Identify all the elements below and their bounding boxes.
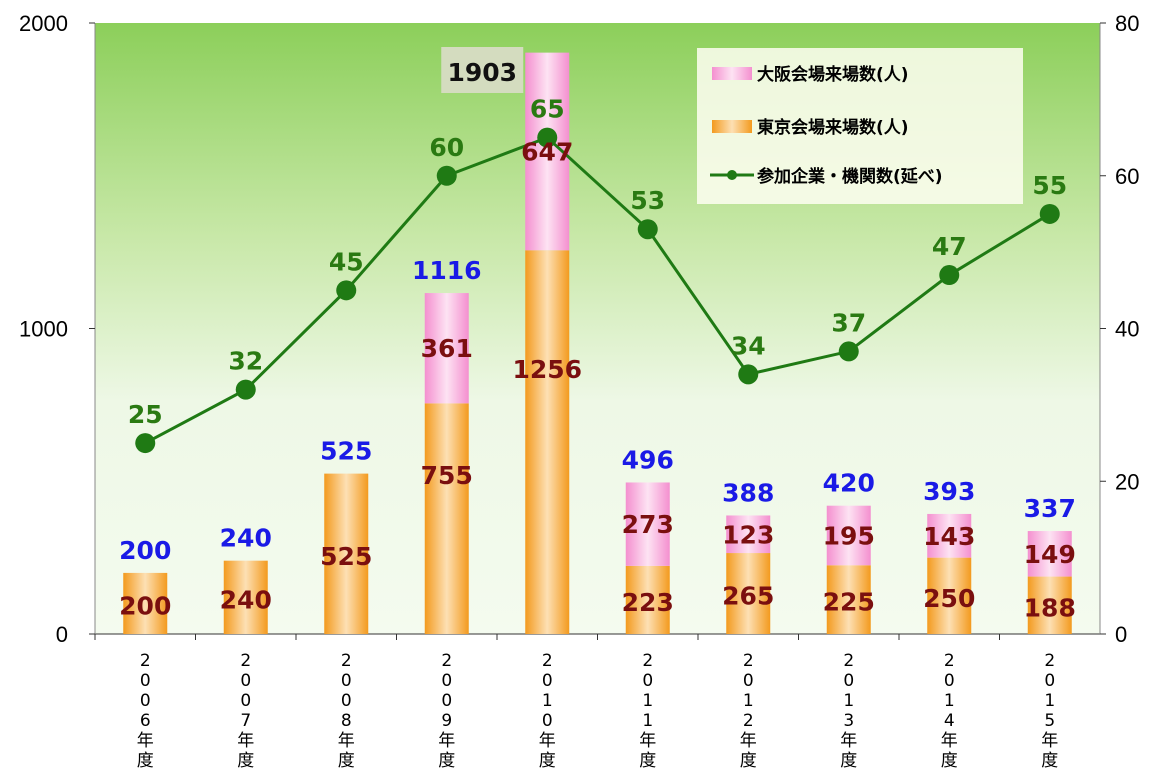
line-marker: [939, 265, 960, 286]
data-label-tokyo: 755: [421, 461, 473, 490]
highlight-total-label: 1903: [447, 58, 517, 87]
line-marker: [235, 379, 256, 400]
bar-tokyo: [324, 473, 369, 634]
line-marker: [637, 219, 658, 240]
data-label-companies: 34: [731, 331, 766, 360]
data-label-companies: 60: [429, 133, 464, 162]
legend-swatch-tokyo: [712, 120, 752, 133]
data-label-tokyo: 250: [923, 584, 975, 613]
x-tick-label: 2 0 1 0 年度: [539, 651, 556, 771]
data-label-companies: 32: [228, 347, 263, 376]
x-tick-label: 2 0 1 4 年度: [941, 651, 958, 771]
y2-tick-label: 40: [1115, 317, 1139, 342]
data-label-tokyo: 1256: [512, 355, 582, 384]
x-tick-label: 2 0 1 2 年度: [740, 651, 757, 771]
data-label-tokyo: 265: [722, 582, 774, 611]
bar-tokyo: [223, 560, 268, 634]
y-tick-label: 0: [56, 622, 68, 647]
data-label-companies: 47: [932, 232, 967, 261]
line-marker: [838, 341, 859, 362]
bar-tokyo: [1027, 576, 1072, 634]
bar-osaka: [424, 293, 469, 404]
series-line-companies: [144, 135, 1051, 445]
data-label-total: 525: [320, 437, 372, 466]
bar-osaka: [1027, 531, 1072, 577]
line-marker: [537, 127, 558, 148]
bar-tokyo: [625, 565, 670, 634]
data-label-total: 200: [119, 536, 171, 565]
data-label-osaka: 647: [521, 137, 573, 166]
data-label-total: 337: [1024, 494, 1076, 523]
data-label-companies: 53: [630, 186, 665, 215]
data-label-tokyo: 223: [622, 588, 674, 617]
data-label-companies: 65: [530, 95, 565, 124]
data-label-osaka: 123: [722, 520, 774, 549]
data-label-tokyo: 525: [320, 542, 372, 571]
x-tick-label: 2 0 1 5 年度: [1041, 651, 1058, 771]
data-label-tokyo: 200: [119, 591, 171, 620]
data-label-tokyo: 225: [823, 588, 875, 617]
data-label-total: 388: [722, 478, 774, 507]
line-marker: [336, 280, 357, 301]
bar-osaka: [826, 505, 871, 566]
bar-tokyo: [726, 553, 771, 634]
y2-tick-label: 0: [1115, 622, 1127, 647]
data-label-osaka: 361: [421, 334, 473, 363]
line-marker: [738, 364, 759, 385]
legend-label-tokyo: 東京会場来場数(人): [757, 117, 909, 138]
bar-tokyo: [424, 403, 469, 634]
x-tick-label: 2 0 0 7 年度: [237, 651, 254, 771]
bar-tokyo: [525, 250, 570, 635]
highlight-total-box: [441, 47, 524, 93]
data-label-osaka: 149: [1024, 540, 1076, 569]
x-tick-label: 2 0 0 8 年度: [338, 651, 355, 771]
y2-tick-label: 60: [1115, 164, 1139, 189]
data-label-companies: 37: [831, 308, 866, 337]
data-label-osaka: 195: [823, 521, 875, 550]
legend: 大阪会場来場数(人) 東京会場来場数(人) 参加企業・機関数(延べ): [697, 48, 1023, 204]
bar-osaka: [625, 482, 670, 566]
data-label-companies: 55: [1032, 171, 1067, 200]
legend-label-companies: 参加企業・機関数(延べ): [757, 166, 943, 187]
line-marker: [1039, 203, 1060, 224]
x-tick-label: 2 0 0 9 年度: [438, 651, 455, 771]
data-label-osaka: 273: [622, 510, 674, 539]
y2-tick-label: 20: [1115, 469, 1139, 494]
data-label-total: 420: [823, 469, 875, 498]
data-label-tokyo: 188: [1024, 593, 1076, 622]
x-tick-label: 2 0 1 1 年度: [639, 651, 656, 771]
data-label-total: 496: [622, 445, 674, 474]
x-tick-label: 2 0 0 6 年度: [137, 651, 154, 771]
line-marker: [135, 433, 156, 454]
line-marker: [436, 165, 457, 186]
bar-osaka: [927, 513, 972, 558]
data-label-total: 240: [220, 524, 272, 553]
legend-swatch-osaka: [712, 67, 752, 80]
data-label-total: 1116: [412, 256, 482, 285]
bar-tokyo: [826, 565, 871, 634]
bar-tokyo: [123, 572, 168, 634]
data-label-total: 393: [923, 477, 975, 506]
bar-tokyo: [927, 557, 972, 634]
y2-tick-label: 80: [1115, 11, 1139, 36]
data-label-companies: 45: [329, 247, 364, 276]
x-tick-label: 2 0 1 3 年度: [840, 651, 857, 771]
bar-osaka: [726, 515, 771, 554]
data-label-companies: 25: [128, 400, 163, 429]
y-tick-label: 2000: [19, 11, 68, 36]
data-label-tokyo: 240: [220, 585, 272, 614]
data-label-osaka: 143: [923, 522, 975, 551]
y-tick-label: 1000: [19, 317, 68, 342]
legend-swatch-marker: [727, 170, 737, 180]
legend-label-osaka: 大阪会場来場数(人): [757, 64, 909, 85]
